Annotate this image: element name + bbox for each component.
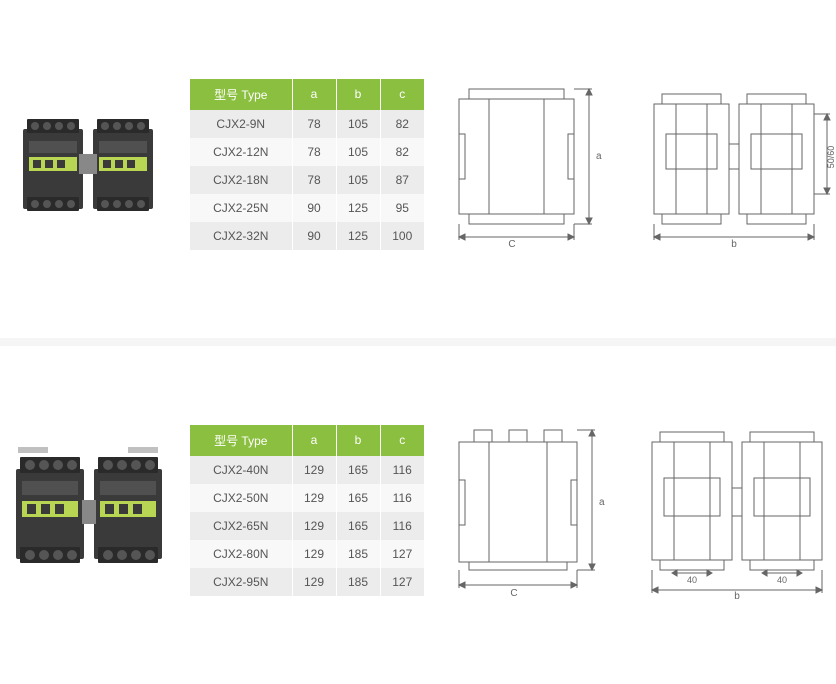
dim-label-a: a [599,497,605,508]
dim-label-40-right: 40 [777,575,787,585]
section-divider [0,338,836,346]
spec-table-1: 型号 Type a b c CJX2-9N7810582 CJX2-12N781… [190,79,424,250]
th-a: a [292,425,336,456]
front-view-diagram-2: 40 40 b [644,420,836,600]
side-view-diagram: a C [444,79,614,249]
spec-section-1: 型号 Type a b c CJX2-9N7810582 CJX2-12N781… [0,0,836,338]
th-type: 型号 Type [190,425,292,456]
th-b: b [336,79,380,110]
table-row: CJX2-32N90125100 [190,222,424,250]
th-c: c [380,425,424,456]
th-a: a [292,79,336,110]
spec-section-2: 型号 Type a b c CJX2-40N129165116 CJX2-50N… [0,346,836,684]
th-b: b [336,425,380,456]
table-row: CJX2-95N129185127 [190,568,424,596]
dimension-diagrams-1: a C [444,79,836,249]
table-row: CJX2-80N129185127 [190,540,424,568]
dim-label-a: a [596,151,602,162]
contactor-illustration-1 [15,104,165,224]
th-type: 型号 Type [190,79,292,110]
th-c: c [380,79,424,110]
table-row: CJX2-65N129165116 [190,512,424,540]
table-row: CJX2-50N129165116 [190,484,424,512]
table-row: CJX2-9N7810582 [190,110,424,138]
dim-label-c: C [510,588,517,599]
table-row: CJX2-40N129165116 [190,456,424,484]
dim-label-b: b [734,591,740,600]
product-image-1 [10,104,170,224]
dim-label-side: 50/60 [826,146,836,169]
product-image-2 [10,445,170,575]
spec-table-2: 型号 Type a b c CJX2-40N129165116 CJX2-50N… [190,425,424,596]
dim-label-b: b [731,239,737,249]
front-view-diagram: 50/60 b [644,79,836,249]
table-row: CJX2-25N9012595 [190,194,424,222]
table-row: CJX2-12N7810582 [190,138,424,166]
contactor-illustration-2 [10,445,170,575]
table-row: CJX2-18N7810587 [190,166,424,194]
dim-label-c: C [508,239,515,249]
side-view-diagram-2: a C [444,420,614,600]
dim-label-40-left: 40 [687,575,697,585]
dimension-diagrams-2: a C [444,420,836,600]
